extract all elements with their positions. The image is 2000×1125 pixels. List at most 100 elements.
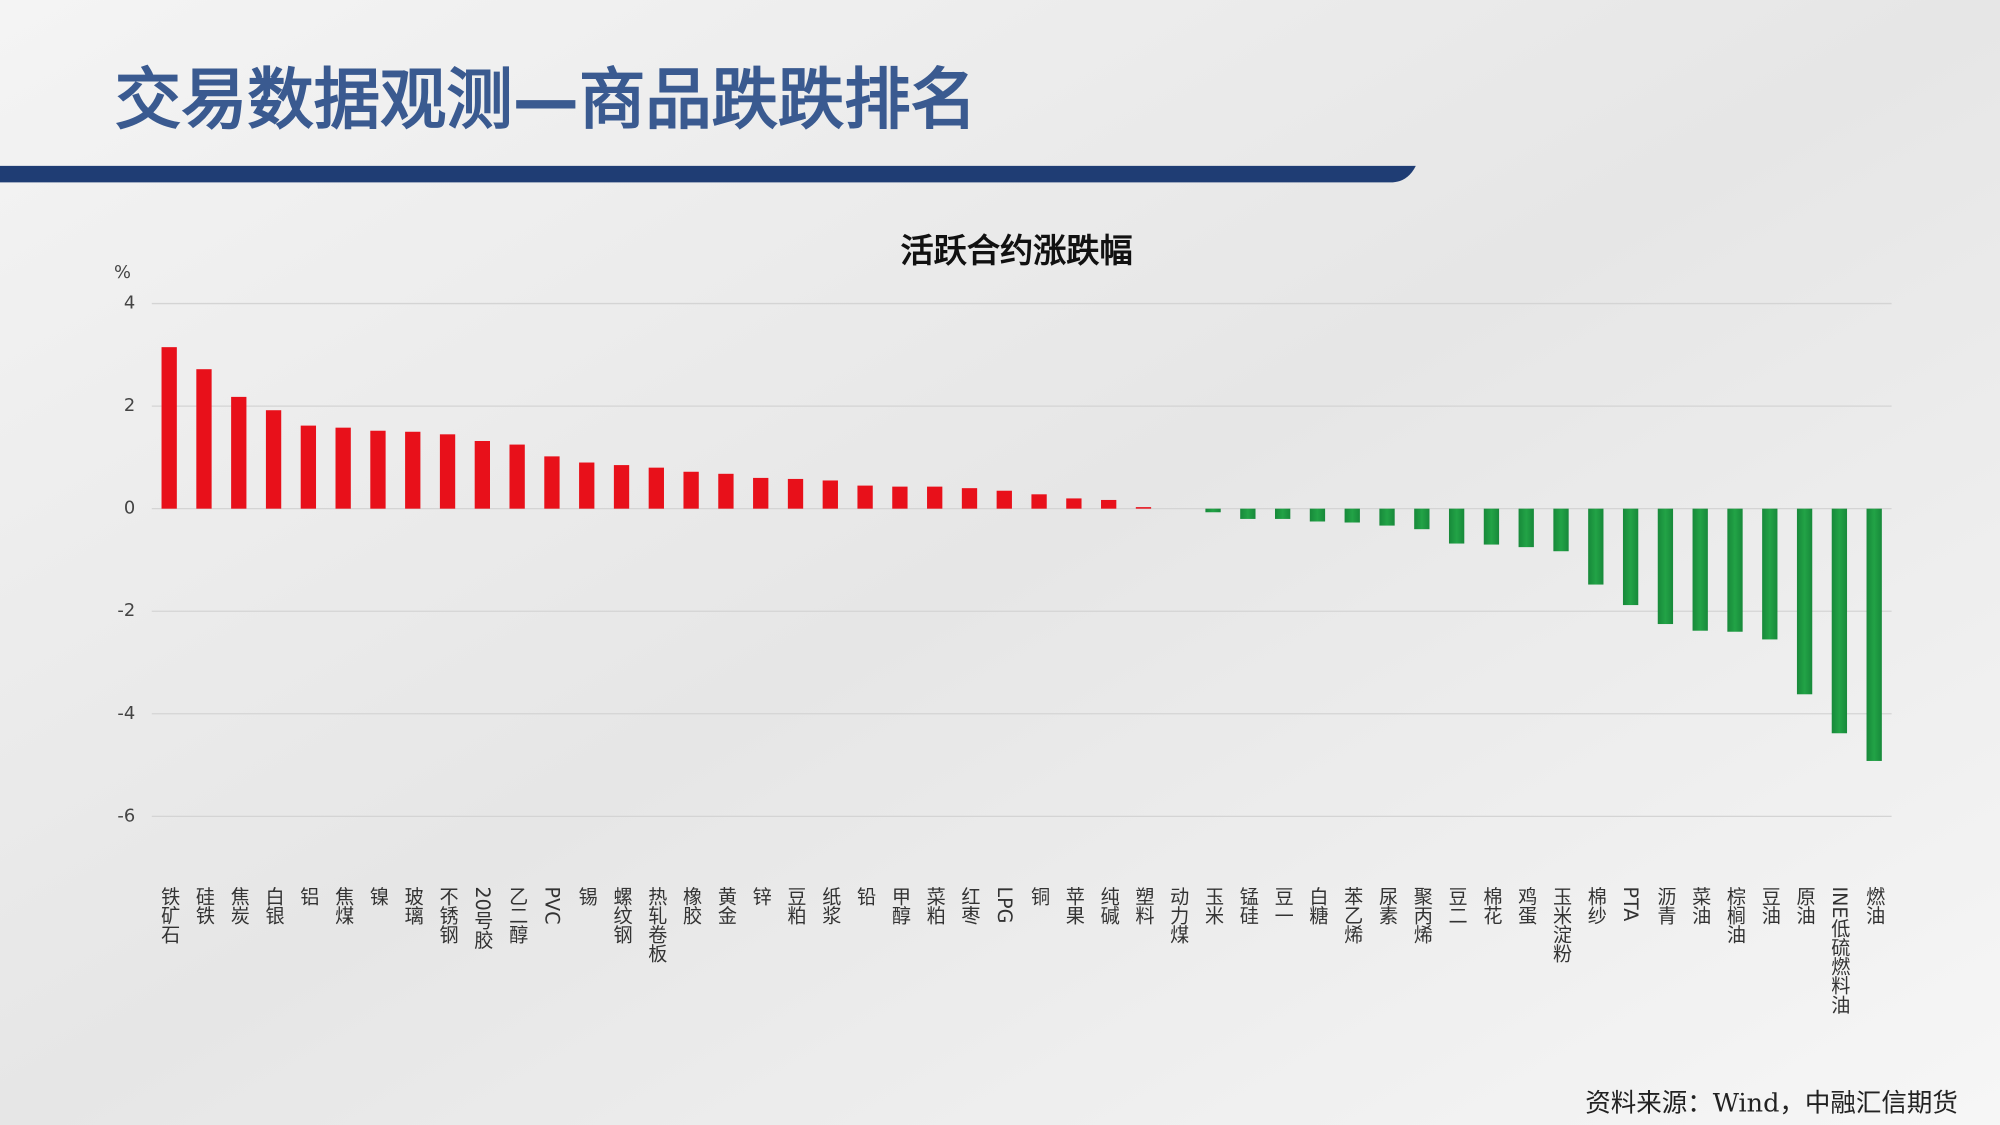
bar bbox=[231, 396, 247, 509]
x-tick-label: 乙二醇 bbox=[506, 886, 529, 943]
bar bbox=[1309, 508, 1326, 522]
bar bbox=[1066, 498, 1082, 509]
bar bbox=[161, 347, 177, 509]
bar bbox=[509, 444, 525, 509]
x-tick-label: 锡 bbox=[575, 886, 598, 906]
bar bbox=[335, 427, 351, 509]
bar bbox=[1240, 508, 1256, 519]
x-tick-label: INE低硫燃料油 bbox=[1828, 886, 1851, 1014]
x-tick-label: 鸡蛋 bbox=[1515, 886, 1538, 924]
bar bbox=[1414, 508, 1430, 530]
bar bbox=[1379, 508, 1395, 526]
slide-title: 交易数据观测—商品跌跌排名 bbox=[115, 61, 977, 139]
x-tick-label: 20号胶 bbox=[471, 886, 494, 949]
x-tick-label: 纯碱 bbox=[1097, 886, 1120, 925]
bar bbox=[1762, 508, 1778, 640]
bar bbox=[961, 488, 978, 509]
x-tick-label: 铜 bbox=[1028, 886, 1051, 905]
bar bbox=[822, 480, 838, 509]
x-tick-label: 燃油 bbox=[1863, 886, 1886, 924]
bar bbox=[1518, 508, 1534, 548]
bar bbox=[1553, 508, 1569, 552]
x-tick-label: 甲醇 bbox=[888, 886, 911, 924]
y-tick-label: 2 bbox=[124, 395, 135, 416]
x-tick-label: PTA bbox=[1619, 886, 1642, 921]
x-tick-label: 原油 bbox=[1793, 886, 1816, 924]
x-tick-label: 锌 bbox=[749, 886, 772, 905]
x-tick-label: 红枣 bbox=[958, 886, 981, 924]
x-tick-label: 不锈钢 bbox=[436, 886, 459, 943]
y-tick-label: 4 bbox=[124, 293, 135, 314]
x-tick-label: 豆一 bbox=[1271, 886, 1294, 924]
bar bbox=[1483, 508, 1500, 545]
bar bbox=[1727, 508, 1743, 632]
x-tick-label: 铅 bbox=[854, 886, 877, 905]
bar bbox=[1205, 508, 1221, 513]
y-tick-label: -6 bbox=[117, 805, 135, 826]
x-tick-label: LPG bbox=[993, 886, 1016, 923]
bar bbox=[1866, 508, 1882, 761]
x-tick-label: 铝 bbox=[297, 886, 320, 905]
bar bbox=[996, 490, 1012, 509]
bar bbox=[1031, 494, 1047, 509]
x-tick-label: 玉米淀粉 bbox=[1550, 886, 1573, 963]
x-tick-label: 动力煤 bbox=[1167, 886, 1190, 944]
x-tick-label: 锰硅 bbox=[1236, 886, 1259, 924]
x-tick-label: 沥青 bbox=[1654, 886, 1677, 925]
x-tick-label: 豆二 bbox=[1445, 886, 1468, 924]
bar bbox=[405, 431, 421, 509]
bar bbox=[579, 462, 595, 509]
bar bbox=[787, 478, 804, 509]
x-tick-label: 棉纱 bbox=[1584, 886, 1607, 924]
bar bbox=[753, 477, 769, 509]
bar bbox=[1275, 508, 1291, 519]
bar bbox=[683, 471, 699, 509]
bar bbox=[648, 467, 664, 509]
x-tick-label: 苯乙烯 bbox=[1341, 886, 1364, 944]
x-tick-label: 黄金 bbox=[714, 886, 737, 924]
x-tick-label: 橡胶 bbox=[680, 886, 703, 924]
x-tick-label: 菜粕 bbox=[923, 886, 946, 924]
x-tick-label: 菜油 bbox=[1689, 886, 1712, 924]
bar bbox=[439, 434, 456, 509]
source-note: 资料来源：Wind，中融汇信期货 bbox=[1585, 1089, 1958, 1119]
bar bbox=[544, 456, 560, 509]
bar bbox=[927, 486, 943, 509]
bar bbox=[892, 486, 908, 509]
x-tick-label: 豆粕 bbox=[784, 886, 807, 924]
bar bbox=[1657, 508, 1674, 625]
x-tick-label: 热轧卷板 bbox=[645, 886, 668, 963]
x-tick-label: 镍 bbox=[366, 886, 389, 905]
x-tick-label: 白银 bbox=[262, 886, 285, 924]
y-tick-label: -4 bbox=[117, 703, 135, 724]
bar bbox=[265, 410, 282, 509]
bar bbox=[1448, 508, 1465, 544]
y-tick-label: 0 bbox=[124, 498, 135, 519]
bar bbox=[370, 430, 386, 509]
bar bbox=[1344, 508, 1360, 523]
y-axis-label: % bbox=[114, 262, 131, 283]
bar bbox=[857, 485, 873, 509]
x-tick-label: 棕榈油 bbox=[1724, 886, 1747, 944]
bar bbox=[1622, 508, 1639, 606]
x-tick-label: 焦炭 bbox=[227, 886, 250, 924]
x-tick-label: 棉花 bbox=[1480, 886, 1503, 924]
x-tick-label: 玉米 bbox=[1202, 886, 1225, 924]
bar bbox=[613, 465, 630, 509]
bar bbox=[474, 440, 490, 509]
bar bbox=[196, 369, 212, 509]
x-tick-label: 聚丙烯 bbox=[1410, 886, 1433, 943]
bar bbox=[1135, 507, 1152, 509]
x-tick-label: 焦煤 bbox=[332, 886, 355, 924]
header-bar bbox=[0, 165, 1416, 183]
bar bbox=[1588, 508, 1604, 585]
x-tick-label: 玻璃 bbox=[401, 886, 424, 925]
bar bbox=[1101, 499, 1117, 509]
x-tick-label: 铁矿石 bbox=[158, 886, 181, 944]
x-tick-label: 苹果 bbox=[1062, 886, 1085, 924]
x-tick-label: 纸浆 bbox=[819, 886, 842, 924]
x-tick-label: 塑料 bbox=[1132, 886, 1155, 924]
bar bbox=[718, 473, 734, 509]
